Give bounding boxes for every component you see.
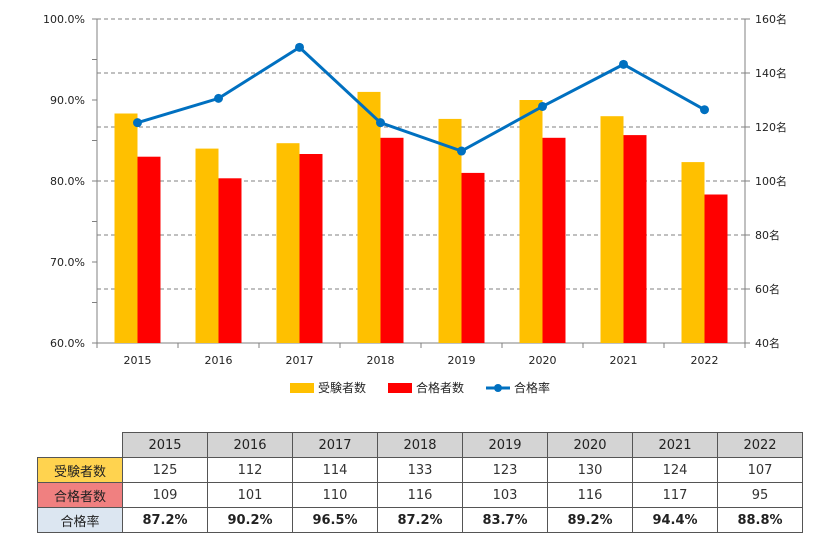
- table-cell: 87.2%: [122, 507, 208, 533]
- table-cell: 130: [547, 457, 633, 483]
- line-marker: [376, 118, 385, 128]
- bar-applicants: [438, 118, 462, 344]
- x-tick-label: 2020: [529, 354, 557, 367]
- table-cell: 116: [377, 482, 463, 508]
- table-year-header: 2021: [632, 432, 718, 458]
- right-tick-label: 160名: [755, 12, 787, 26]
- table-cell: 103: [462, 482, 548, 508]
- line-marker: [619, 59, 628, 69]
- table-cell: 133: [377, 457, 463, 483]
- right-tick-label: 80名: [755, 228, 780, 242]
- table-cell: 94.4%: [632, 507, 718, 533]
- legend-swatch: [494, 384, 502, 392]
- bar-passers: [299, 154, 323, 343]
- line-marker: [214, 93, 223, 103]
- table-cell: 96.5%: [292, 507, 378, 533]
- right-tick-label: 60名: [755, 282, 780, 296]
- bar-passers: [137, 156, 161, 343]
- line-pass-rate: [137, 45, 706, 153]
- table-year-header: 2015: [122, 432, 208, 458]
- bar-passers: [461, 172, 485, 343]
- line-marker: [295, 42, 304, 52]
- table-year-header: 2017: [292, 432, 378, 458]
- x-tick-label: 2016: [205, 354, 233, 367]
- table-cell: 90.2%: [207, 507, 293, 533]
- x-tick-label: 2017: [286, 354, 314, 367]
- bar-applicants: [195, 148, 219, 343]
- line-marker: [457, 146, 466, 156]
- table-year-header: 2019: [462, 432, 548, 458]
- table-year-header: 2018: [377, 432, 463, 458]
- table-cell: 89.2%: [547, 507, 633, 533]
- right-tick-label: 100名: [755, 174, 787, 188]
- table-cell: 114: [292, 457, 378, 483]
- x-tick-label: 2021: [610, 354, 638, 367]
- bar-passers: [380, 137, 404, 343]
- table-row-applicants: 受験者数 125 112 114 133 123 130 124 107: [37, 457, 803, 483]
- left-tick-label: 80.0%: [50, 175, 85, 188]
- left-tick-label: 100.0%: [43, 13, 85, 26]
- left-tick-label: 90.0%: [50, 94, 85, 107]
- data-table: 2015 2016 2017 2018 2019 2020 2021 2022 …: [37, 432, 803, 533]
- table-cell: 88.8%: [717, 507, 803, 533]
- x-tick-label: 2018: [367, 354, 395, 367]
- bar-applicants: [519, 100, 543, 343]
- x-tick-label: 2015: [124, 354, 152, 367]
- table-corner-cell: [37, 432, 123, 458]
- right-tick-label: 40名: [755, 336, 780, 350]
- table-cell: 112: [207, 457, 293, 483]
- table-cell: 109: [122, 482, 208, 508]
- table-year-header: 2022: [717, 432, 803, 458]
- table-cell: 116: [547, 482, 633, 508]
- bar-passers: [623, 135, 647, 343]
- bar-applicants: [276, 143, 300, 343]
- left-tick-label: 70.0%: [50, 256, 85, 269]
- row-label-passers: 合格者数: [37, 482, 123, 508]
- combo-chart: 60.0% 70.0% 80.0% 90.0% 100.0% 40名 60名 80名 100名 1…: [43, 12, 787, 395]
- x-tick-label: 2022: [691, 354, 719, 367]
- table-cell: 124: [632, 457, 718, 483]
- table-cell: 101: [207, 482, 293, 508]
- table-cell: 83.7%: [462, 507, 548, 533]
- table-cell: 123: [462, 457, 548, 483]
- table-row-pass-rate: 合格率 87.2% 90.2% 96.5% 87.2% 83.7% 89.2% …: [37, 507, 803, 533]
- legend-swatch: [290, 383, 314, 393]
- table-header-row: 2015 2016 2017 2018 2019 2020 2021 2022: [37, 432, 803, 458]
- table-year-header: 2020: [547, 432, 633, 458]
- left-tick-label: 60.0%: [50, 337, 85, 350]
- line-marker: [700, 105, 709, 115]
- table-cell: 95: [717, 482, 803, 508]
- row-label-pass-rate: 合格率: [37, 507, 123, 533]
- bar-applicants: [114, 113, 138, 343]
- bar-passers: [704, 194, 728, 343]
- legend-label: 合格率: [514, 380, 550, 395]
- bar-passers: [542, 137, 566, 343]
- table-cell: 107: [717, 457, 803, 483]
- table-cell: 117: [632, 482, 718, 508]
- legend-label: 受験者数: [318, 380, 366, 395]
- legend-label: 合格者数: [416, 380, 464, 395]
- line-marker: [133, 118, 142, 128]
- table-cell: 110: [292, 482, 378, 508]
- table-cell: 125: [122, 457, 208, 483]
- table-cell: 87.2%: [377, 507, 463, 533]
- right-tick-label: 120名: [755, 120, 787, 134]
- bar-passers: [218, 178, 242, 343]
- bar-applicants: [600, 116, 624, 343]
- line-marker: [538, 101, 547, 111]
- bar-applicants: [357, 91, 381, 344]
- table-row-passers: 合格者数 109 101 110 116 103 116 117 95: [37, 482, 803, 508]
- legend-swatch: [388, 383, 412, 393]
- table-year-header: 2016: [207, 432, 293, 458]
- x-tick-label: 2019: [448, 354, 476, 367]
- row-label-applicants: 受験者数: [37, 457, 123, 483]
- right-tick-label: 140名: [755, 66, 787, 80]
- bar-applicants: [681, 162, 705, 343]
